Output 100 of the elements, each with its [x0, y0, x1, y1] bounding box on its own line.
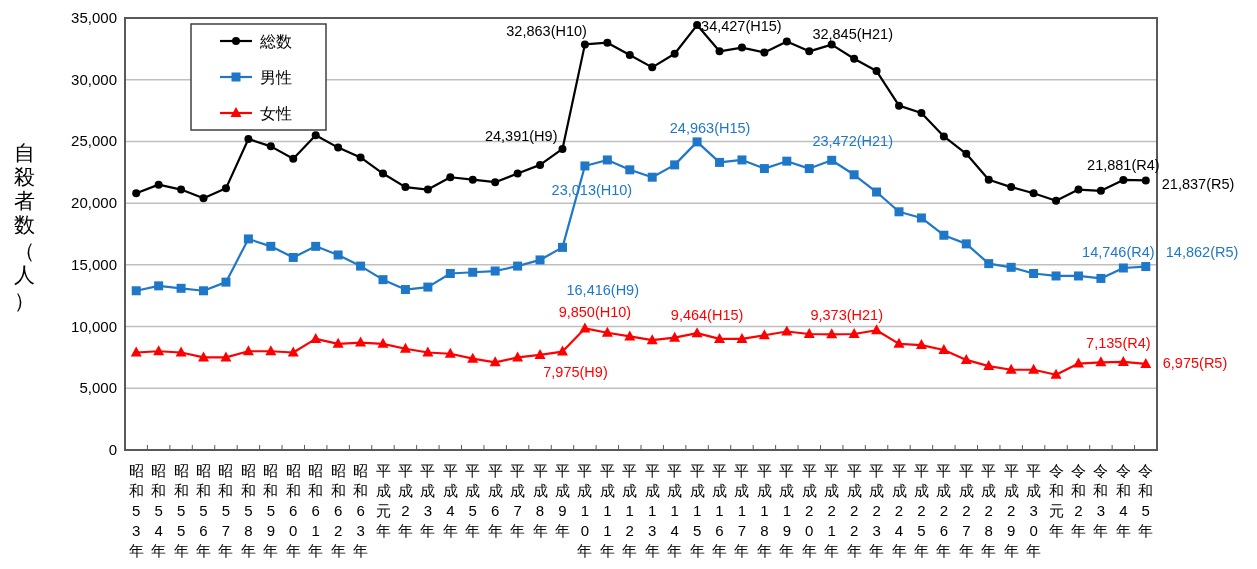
point	[736, 332, 748, 343]
x-tick-label: 平成6年	[487, 462, 503, 539]
point	[556, 345, 568, 356]
point	[1072, 357, 1084, 368]
point	[1141, 176, 1150, 185]
point	[715, 47, 724, 56]
point	[826, 328, 838, 339]
y-tick-label: 5,000	[79, 379, 117, 397]
point	[1140, 357, 1152, 368]
point	[1007, 183, 1016, 192]
point	[266, 241, 276, 251]
point	[154, 180, 163, 189]
point	[601, 326, 613, 337]
point	[1050, 368, 1062, 379]
point	[624, 330, 636, 341]
point	[1095, 356, 1107, 367]
x-tick-label: 令和2年	[1070, 462, 1086, 539]
point	[939, 230, 949, 240]
point	[625, 165, 635, 175]
point	[670, 160, 680, 170]
x-tick-label: 昭和54年	[151, 462, 167, 559]
point	[580, 161, 590, 171]
point	[401, 183, 410, 192]
annotation: 7,135(R4)	[1086, 334, 1151, 351]
point	[265, 345, 277, 356]
point	[513, 261, 523, 271]
x-tick-label: 平成18年	[756, 462, 772, 559]
point	[153, 345, 165, 356]
x-tick-label: 平成29年	[1003, 462, 1019, 559]
point	[916, 213, 926, 223]
annotation: 9,373(H21)	[810, 307, 883, 324]
point	[961, 239, 971, 249]
point	[670, 49, 679, 58]
point	[983, 360, 995, 371]
x-tick-label: 平成25年	[913, 462, 929, 559]
point	[1051, 271, 1061, 281]
point	[132, 189, 141, 198]
x-tick-label: 平成27年	[958, 462, 974, 559]
point	[176, 283, 186, 293]
point	[154, 281, 164, 291]
annotation: 9,464(H15)	[670, 307, 744, 324]
point	[1117, 355, 1129, 366]
point	[334, 143, 343, 152]
point	[557, 242, 567, 252]
x-tick-label: 昭和62年	[330, 462, 346, 559]
y-tick-label: 15,000	[71, 255, 117, 273]
x-tick-label: 平成28年	[981, 462, 997, 559]
point	[423, 185, 432, 194]
point	[513, 169, 522, 178]
point	[1074, 185, 1083, 194]
legend-label: 男性	[260, 69, 292, 86]
annotation: 34,427(H15)	[701, 18, 782, 35]
annotation: 14,746(R4)	[1082, 243, 1155, 260]
annotation: 14,862(R5)	[1165, 243, 1239, 260]
point	[1119, 175, 1128, 184]
x-tick-label: 平成24年	[891, 462, 907, 559]
x-tick-label: 昭和58年	[240, 462, 256, 559]
point	[379, 169, 387, 178]
point	[782, 37, 791, 46]
y-tick-label: 25,000	[71, 132, 117, 150]
point	[356, 153, 365, 162]
x-tick-label: 平成2年	[397, 462, 413, 539]
annotation: 32,863(H10)	[506, 23, 587, 40]
point	[872, 67, 881, 76]
x-tick-label: 平成20年	[801, 462, 817, 559]
x-tick-label: 昭和57年	[218, 462, 234, 559]
point	[1028, 363, 1040, 374]
point	[1118, 263, 1128, 273]
x-tick-label: 昭和61年	[308, 462, 324, 559]
y-tick-label: 0	[108, 441, 117, 458]
x-tick-label: 令和5年	[1138, 462, 1154, 539]
point	[1029, 189, 1038, 198]
point	[491, 178, 500, 187]
y-tick-label: 30,000	[71, 70, 117, 88]
point	[938, 344, 950, 355]
point	[1073, 271, 1083, 281]
point	[939, 132, 948, 141]
x-tick-label: 平成14年	[667, 462, 683, 559]
x-tick-label: 昭和59年	[263, 462, 279, 559]
point	[377, 337, 389, 348]
x-tick-label: 平成4年	[442, 462, 458, 539]
point	[737, 43, 746, 52]
annotation: 23,472(H21)	[812, 133, 893, 150]
point	[984, 259, 994, 269]
point	[603, 38, 612, 47]
annotation: 7,975(H9)	[543, 363, 608, 380]
point	[759, 164, 769, 174]
x-tick-label: 平成17年	[734, 462, 750, 559]
point	[737, 155, 747, 165]
point	[781, 325, 793, 336]
point	[580, 40, 589, 49]
point	[760, 48, 769, 57]
x-tick-label: 令和4年	[1115, 462, 1131, 539]
point	[199, 286, 209, 296]
point	[917, 109, 926, 118]
point	[311, 131, 320, 140]
annotation: 24,963(H15)	[669, 119, 751, 136]
point	[803, 327, 815, 338]
point	[984, 175, 993, 184]
point	[468, 175, 477, 184]
